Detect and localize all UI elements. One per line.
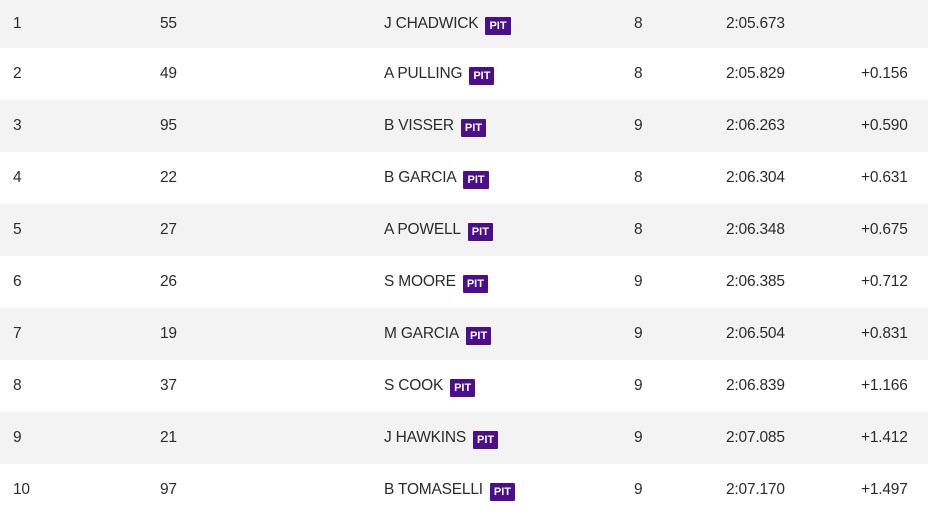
position-cell: 10 [13,481,30,498]
gap-cell: +0.831 [861,325,908,342]
driver-name: S MOORE [384,273,456,290]
driver-name: S COOK [384,377,444,394]
gap-cell: +0.156 [861,65,908,82]
best-time-cell: 2:07.170 [726,481,785,498]
gap-cell: +1.412 [861,429,908,446]
laps-cell: 8 [634,65,643,82]
driver-name: B VISSER [384,117,454,134]
best-time-cell: 2:06.263 [726,117,785,134]
pit-badge: PIT [473,431,499,449]
driver-cell: M GARCIA PIT [384,325,492,345]
laps-cell: 9 [634,325,643,342]
driver-cell: J CHADWICK PIT [384,15,511,35]
pit-badge: PIT [485,17,511,35]
laps-cell: 8 [634,169,643,186]
gap-cell: +0.631 [861,169,908,186]
best-time-cell: 2:06.504 [726,325,785,342]
best-time-cell: 2:05.673 [726,15,785,32]
driver-name: B GARCIA [384,169,457,186]
pit-badge: PIT [489,483,516,501]
car-number-cell: 19 [160,325,177,342]
best-time-cell: 2:06.304 [726,169,785,186]
laps-cell: 9 [634,481,643,498]
car-number-cell: 22 [160,169,177,186]
car-number-cell: 97 [160,481,177,498]
best-time-cell: 2:06.839 [726,377,785,394]
best-time-cell: 2:07.085 [726,429,785,446]
driver-name: A PULLING [384,65,463,82]
pit-badge: PIT [467,223,493,241]
laps-cell: 8 [634,15,643,32]
driver-name: A POWELL [384,221,461,238]
position-cell: 6 [13,273,22,290]
gap-cell: +1.497 [861,481,908,498]
table-row[interactable]: 2 49 A PULLING PIT 8 2:05.829 +0.156 [0,48,928,100]
car-number-cell: 26 [160,273,177,290]
driver-name: J HAWKINS [384,429,467,446]
laps-cell: 9 [634,429,643,446]
driver-cell: J HAWKINS PIT [384,429,499,449]
position-cell: 2 [13,65,22,82]
driver-cell: S MOORE PIT [384,273,488,293]
gap-cell: +0.590 [861,117,908,134]
table-row[interactable]: 7 19 M GARCIA PIT 9 2:06.504 +0.831 [0,308,928,360]
driver-cell: A PULLING PIT [384,65,495,85]
pit-badge: PIT [460,119,487,137]
table-row[interactable]: 4 22 B GARCIA PIT 8 2:06.304 +0.631 [0,152,928,204]
car-number-cell: 21 [160,429,177,446]
driver-cell: B GARCIA PIT [384,169,489,189]
pit-badge: PIT [469,67,495,85]
driver-cell: S COOK PIT [384,377,476,397]
car-number-cell: 55 [160,15,177,32]
table-row[interactable]: 3 95 B VISSER PIT 9 2:06.263 +0.590 [0,100,928,152]
table-row[interactable]: 6 26 S MOORE PIT 9 2:06.385 +0.712 [0,256,928,308]
table-row[interactable]: 5 27 A POWELL PIT 8 2:06.348 +0.675 [0,204,928,256]
pit-badge: PIT [466,327,492,345]
gap-cell: +1.166 [861,377,908,394]
gap-cell: +0.675 [861,221,908,238]
driver-name: B TOMASELLI [384,481,483,498]
position-cell: 3 [13,117,22,134]
position-cell: 9 [13,429,22,446]
table-row[interactable]: 9 21 J HAWKINS PIT 9 2:07.085 +1.412 [0,412,928,464]
best-time-cell: 2:06.385 [726,273,785,290]
best-time-cell: 2:06.348 [726,221,785,238]
position-cell: 4 [13,169,22,186]
car-number-cell: 95 [160,117,177,134]
table-row[interactable]: 1 55 J CHADWICK PIT 8 2:05.673 [0,0,928,48]
best-time-cell: 2:05.829 [726,65,785,82]
position-cell: 8 [13,377,22,394]
laps-cell: 8 [634,221,643,238]
gap-cell: +0.712 [861,273,908,290]
position-cell: 5 [13,221,22,238]
position-cell: 7 [13,325,22,342]
position-cell: 1 [13,15,22,32]
pit-badge: PIT [462,275,488,293]
pit-badge: PIT [450,379,476,397]
table-row[interactable]: 10 97 B TOMASELLI PIT 9 2:07.170 +1.497 [0,464,928,514]
laps-cell: 9 [634,117,643,134]
driver-cell: B VISSER PIT [384,117,487,137]
laps-cell: 9 [634,273,643,290]
driver-cell: A POWELL PIT [384,221,493,241]
laps-cell: 9 [634,377,643,394]
pit-badge: PIT [463,171,489,189]
table-row[interactable]: 8 37 S COOK PIT 9 2:06.839 +1.166 [0,360,928,412]
car-number-cell: 27 [160,221,177,238]
driver-name: J CHADWICK [384,15,479,32]
car-number-cell: 49 [160,65,177,82]
driver-name: M GARCIA [384,325,460,342]
driver-cell: B TOMASELLI PIT [384,481,516,501]
car-number-cell: 37 [160,377,177,394]
